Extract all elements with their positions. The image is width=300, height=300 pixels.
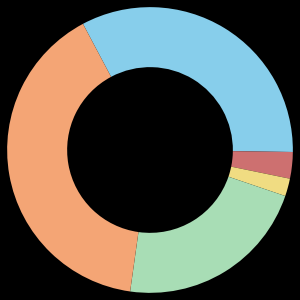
Wedge shape <box>231 151 293 179</box>
Wedge shape <box>130 177 285 293</box>
Wedge shape <box>7 24 139 292</box>
Wedge shape <box>228 167 290 196</box>
Wedge shape <box>83 7 293 152</box>
